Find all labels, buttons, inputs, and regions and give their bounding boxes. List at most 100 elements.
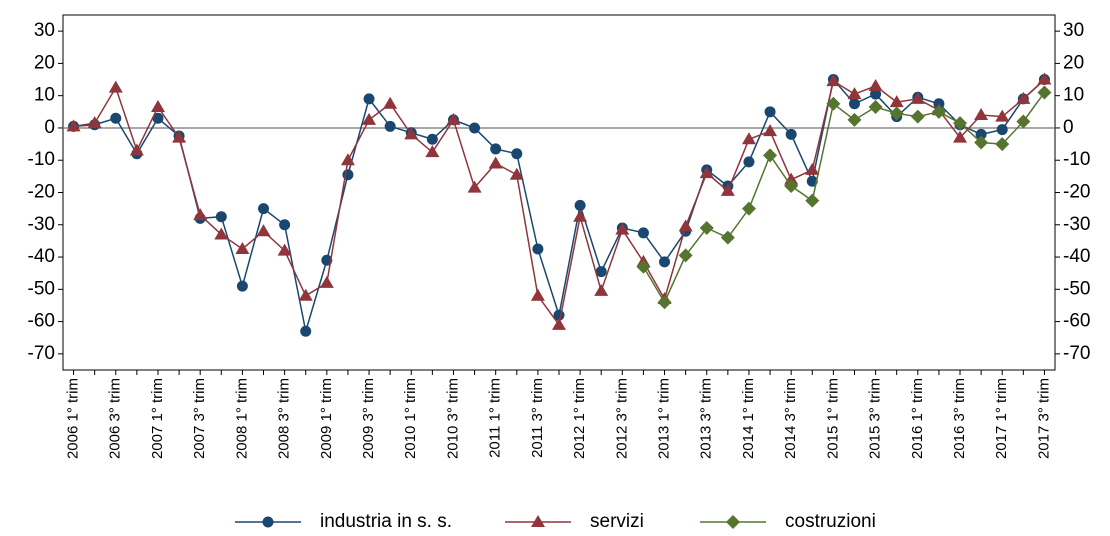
x-tick-label: 2014 3° trim <box>782 378 799 459</box>
y-tick-label: 0 <box>44 117 55 138</box>
marker <box>720 183 735 196</box>
marker <box>743 156 755 168</box>
marker <box>678 248 693 263</box>
marker <box>172 130 187 143</box>
x-tick-label: 2009 3° trim <box>360 378 377 459</box>
marker <box>975 128 987 140</box>
x-tick-label: 2007 3° trim <box>191 378 208 459</box>
marker <box>889 106 904 121</box>
y2-tick-label: 0 <box>1063 117 1074 138</box>
marker <box>319 275 334 288</box>
marker <box>1037 85 1052 100</box>
marker <box>574 199 586 211</box>
marker <box>152 112 164 124</box>
y-tick-label: -70 <box>28 343 55 364</box>
marker <box>889 95 904 108</box>
marker <box>847 112 862 127</box>
marker <box>66 119 81 132</box>
marker <box>868 99 883 114</box>
marker <box>490 143 502 155</box>
marker <box>1016 114 1031 129</box>
marker <box>995 109 1010 122</box>
x-tick-label: 2017 3° trim <box>1035 378 1052 459</box>
x-tick-label: 2016 3° trim <box>951 378 968 459</box>
marker <box>87 116 102 129</box>
y-tick-label: -60 <box>28 311 55 332</box>
x-tick-label: 2009 1° trim <box>318 378 335 459</box>
marker <box>256 224 271 237</box>
marker <box>848 98 860 110</box>
series-line <box>642 92 1046 304</box>
marker <box>847 87 862 100</box>
x-tick-label: 2012 1° trim <box>571 378 588 459</box>
marker <box>784 179 799 194</box>
marker <box>595 266 607 278</box>
marker <box>763 148 778 163</box>
y2-tick-label: 10 <box>1063 85 1084 106</box>
marker <box>404 127 419 140</box>
x-tick-label: 2015 3° trim <box>867 378 884 459</box>
marker <box>279 219 291 231</box>
marker <box>953 116 968 131</box>
y2-tick-label: -40 <box>1063 246 1090 267</box>
marker <box>383 96 398 109</box>
x-tick-label: 2007 1° trim <box>149 378 166 459</box>
marker <box>1037 72 1052 85</box>
marker <box>636 259 651 274</box>
marker <box>805 193 820 208</box>
marker <box>426 133 438 145</box>
marker <box>720 230 735 245</box>
marker <box>763 124 778 137</box>
y-tick-label: -40 <box>28 246 55 267</box>
marker <box>615 222 630 235</box>
marker <box>868 79 883 91</box>
marker <box>340 153 355 166</box>
x-tick-label: 2008 3° trim <box>276 378 293 459</box>
marker <box>488 156 503 169</box>
marker <box>384 120 396 132</box>
marker <box>910 109 925 124</box>
x-tick-label: 2016 1° trim <box>909 378 926 459</box>
y-tick-label: 10 <box>34 85 55 106</box>
x-tick-label: 2010 3° trim <box>444 378 461 459</box>
legend-label: servizi <box>590 511 644 532</box>
marker <box>363 93 375 105</box>
marker <box>699 221 714 235</box>
marker <box>193 208 208 221</box>
marker <box>953 130 968 143</box>
marker <box>469 122 481 134</box>
x-tick-label: 2011 3° trim <box>529 378 546 458</box>
marker <box>446 112 461 125</box>
y-tick-label: -30 <box>28 214 55 235</box>
marker <box>678 219 693 232</box>
marker <box>573 209 588 222</box>
marker <box>931 104 946 119</box>
marker <box>657 295 672 310</box>
marker <box>300 325 312 337</box>
marker <box>215 211 227 223</box>
x-tick-label: 2012 3° trim <box>613 378 630 459</box>
y2-tick-label: -10 <box>1063 149 1090 170</box>
y-tick-label: -20 <box>28 182 55 203</box>
marker <box>659 256 671 268</box>
marker <box>532 243 544 255</box>
y2-tick-label: -70 <box>1063 343 1090 364</box>
marker <box>974 108 989 121</box>
marker <box>298 288 313 301</box>
marker <box>785 128 797 140</box>
marker <box>108 80 123 93</box>
marker <box>362 112 377 125</box>
legend-label: costruzioni <box>785 511 876 532</box>
marker <box>870 88 882 100</box>
marker <box>996 124 1008 136</box>
x-tick-label: 2013 3° trim <box>698 378 715 459</box>
marker <box>805 162 820 175</box>
marker <box>110 112 122 124</box>
marker <box>764 106 776 118</box>
marker <box>637 227 649 239</box>
marker <box>826 74 841 87</box>
y-tick-label: 20 <box>34 52 55 73</box>
marker <box>826 96 841 111</box>
marker <box>806 175 818 187</box>
